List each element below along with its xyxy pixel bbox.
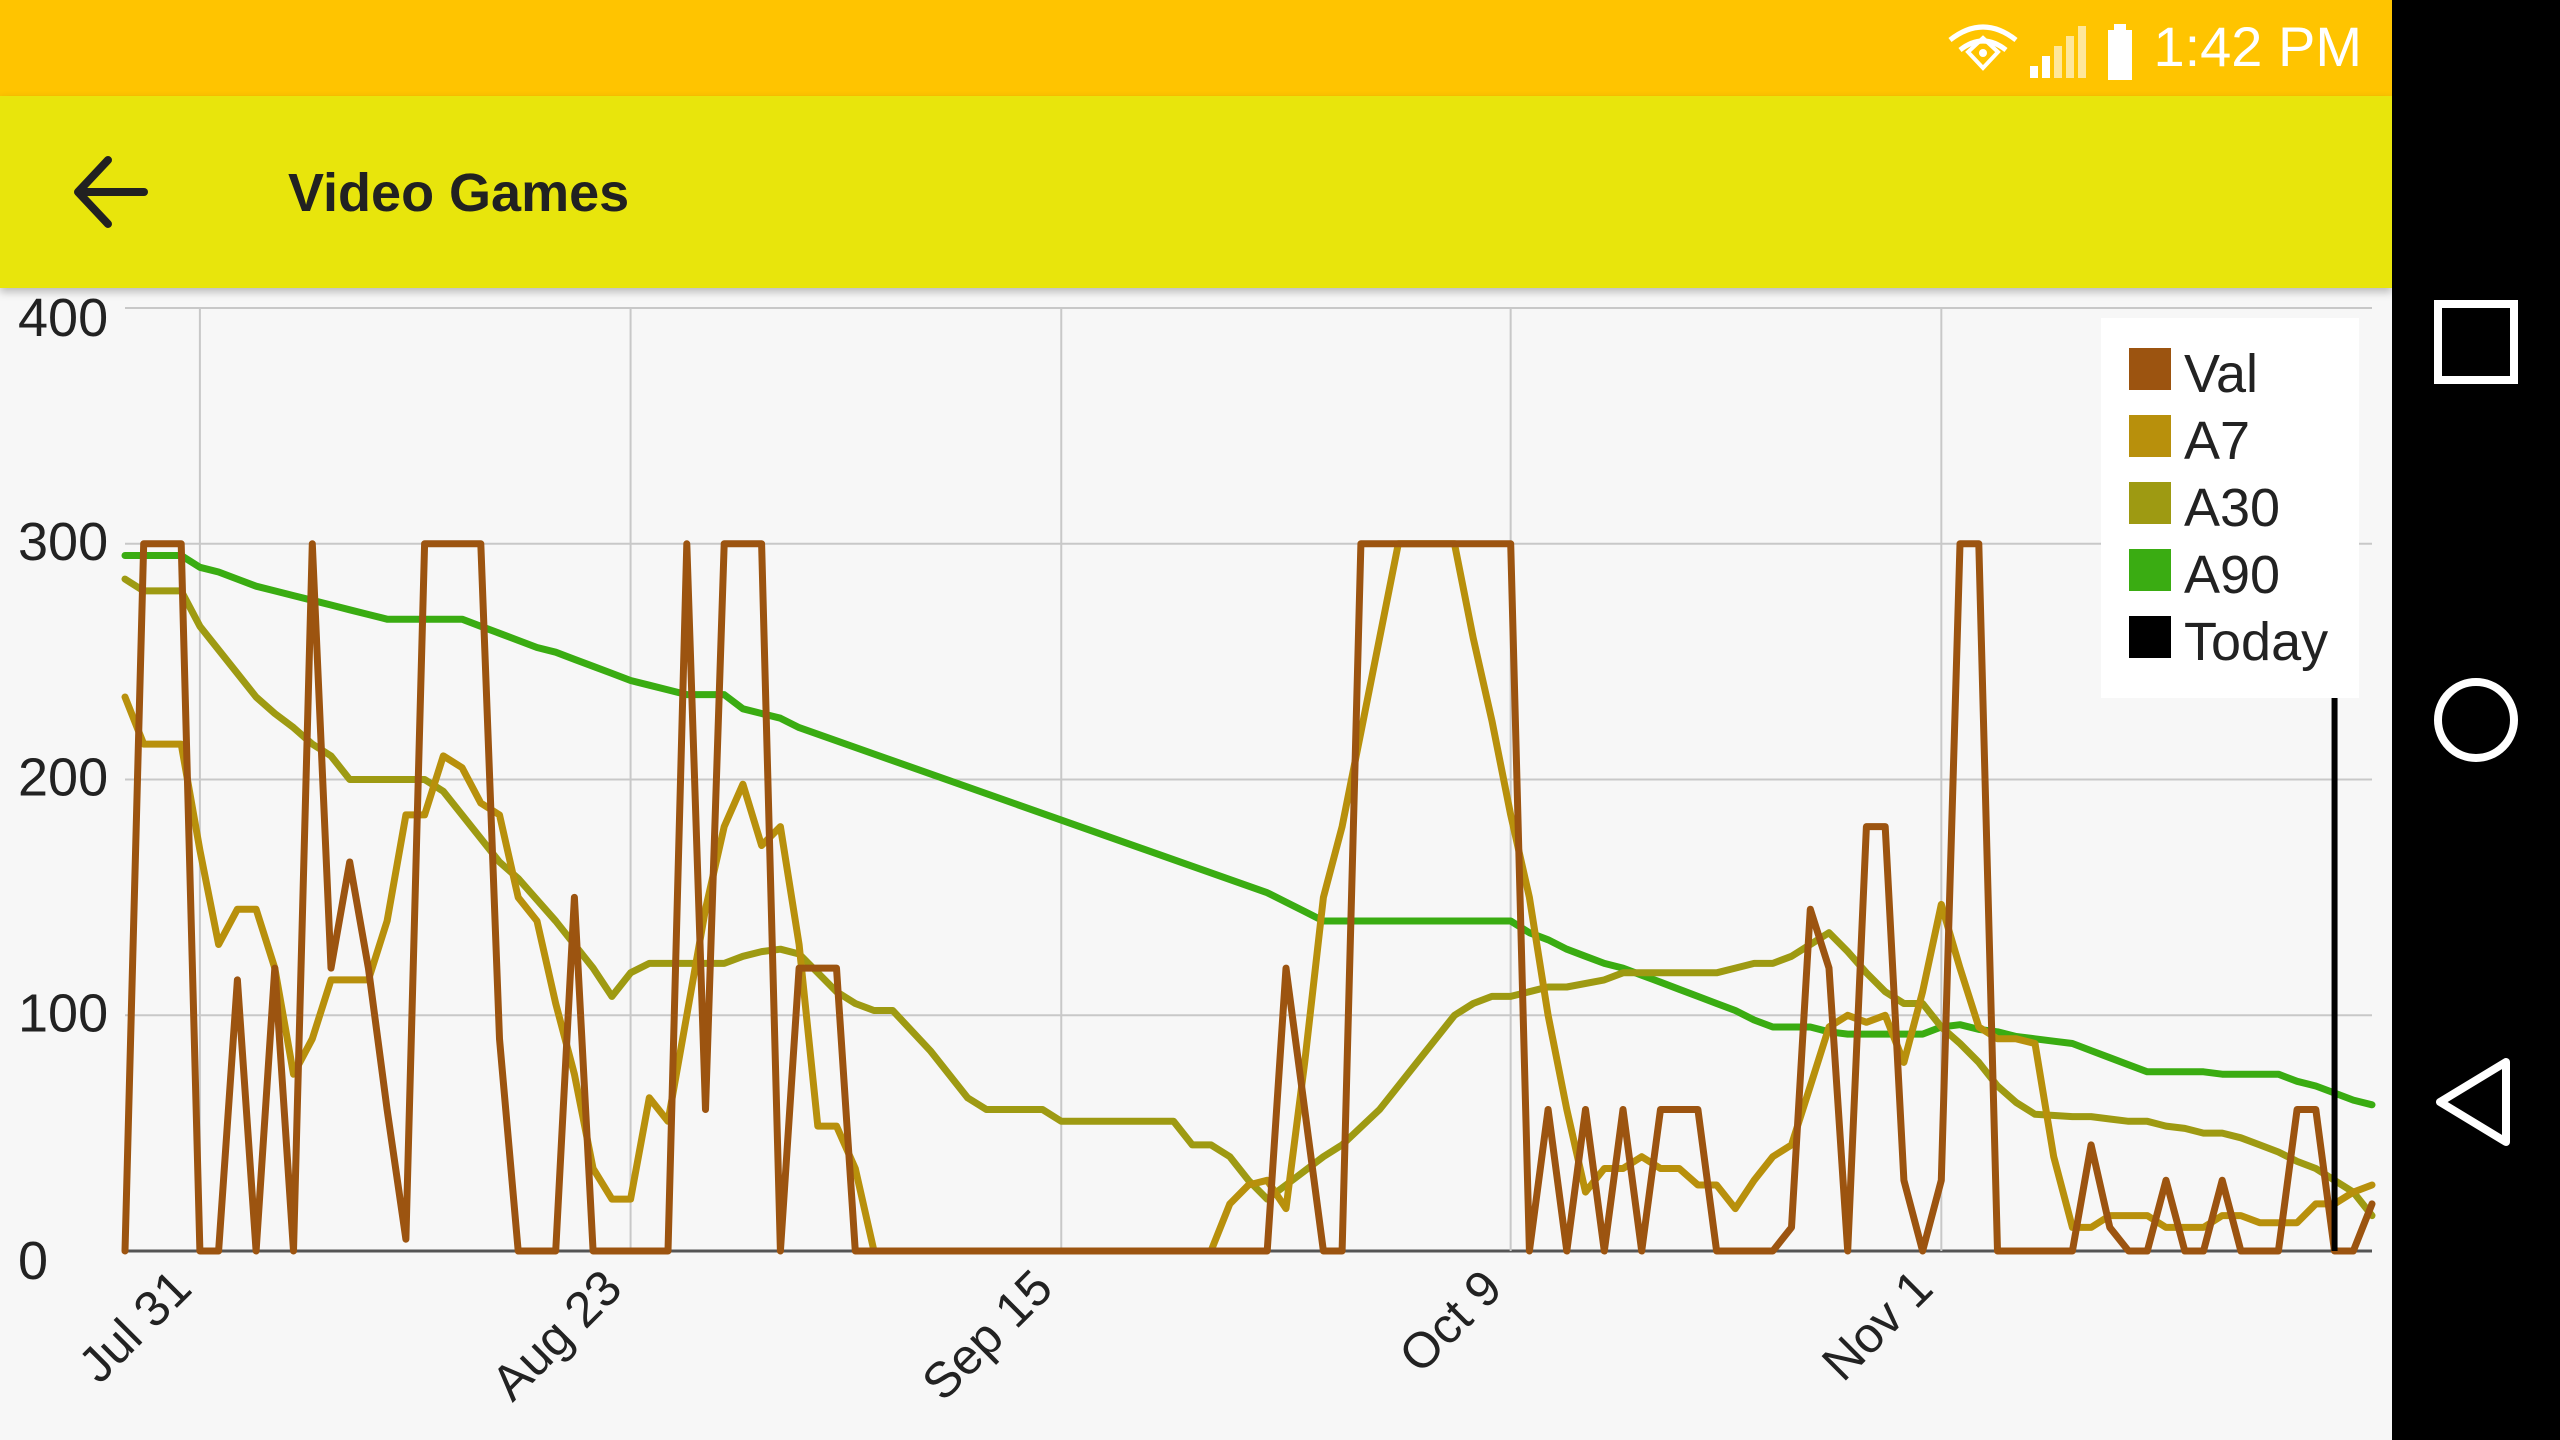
x-tick-label: Aug 23 — [481, 1259, 633, 1411]
status-bar: 1:42 PM — [0, 0, 2392, 96]
app-bar: Video Games — [0, 96, 2392, 288]
back-button[interactable] — [60, 146, 166, 238]
series-line-val — [121, 540, 2376, 1255]
clock: 1:42 PM — [2153, 15, 2362, 78]
y-tick-label: 300 — [18, 512, 108, 572]
battery-icon — [2108, 24, 2132, 80]
legend-swatch-a7 — [2129, 415, 2171, 457]
y-tick-label: 200 — [18, 748, 108, 808]
wifi-icon — [1948, 24, 2018, 71]
legend-label-today: Today — [2184, 612, 2328, 672]
y-axis-ticks: 0 100 200 300 400 — [18, 288, 108, 1291]
status-icons — [1948, 24, 2132, 80]
y-tick-label: 400 — [18, 288, 108, 348]
legend-label-val: Val — [2184, 344, 2258, 404]
legend-swatch-val — [2129, 348, 2171, 390]
page-title: Video Games — [288, 163, 630, 223]
y-tick-label: 0 — [18, 1231, 48, 1291]
signal-icon — [2030, 26, 2086, 78]
chart-series — [121, 540, 2376, 1255]
chart: 0 100 200 300 400 Jul 31 Aug 23 Sep 15 Oct 9 Nov… — [18, 288, 2376, 1411]
x-tick-label: Sep 15 — [911, 1259, 1063, 1411]
series-line-a7 — [121, 540, 2376, 1255]
home-icon[interactable] — [2426, 670, 2526, 770]
back-icon[interactable] — [2426, 1052, 2526, 1152]
legend-label-a30: A30 — [2184, 478, 2280, 538]
series-line-a30 — [121, 575, 2376, 1220]
x-tick-label: Jul 31 — [68, 1259, 202, 1393]
recent-apps-icon[interactable] — [2426, 292, 2526, 392]
legend-label-a7: A7 — [2184, 411, 2250, 471]
y-tick-label: 100 — [18, 983, 108, 1043]
legend-label-a90: A90 — [2184, 545, 2280, 605]
legend-swatch-a30 — [2129, 482, 2171, 524]
x-tick-label: Oct 9 — [1388, 1259, 1512, 1383]
series-line-a90 — [121, 552, 2376, 1109]
legend-swatch-today — [2129, 616, 2171, 658]
legend-swatch-a90 — [2129, 549, 2171, 591]
x-axis-ticks: Jul 31 Aug 23 Sep 15 Oct 9 Nov 1 — [68, 1259, 1943, 1411]
chart-legend: Val A7 A30 A90 Today — [2101, 318, 2359, 698]
back-arrow-icon[interactable] — [60, 146, 166, 238]
nav-bar — [2392, 0, 2560, 1440]
x-tick-label: Nov 1 — [1811, 1259, 1943, 1391]
chart-grid — [125, 307, 2372, 1253]
